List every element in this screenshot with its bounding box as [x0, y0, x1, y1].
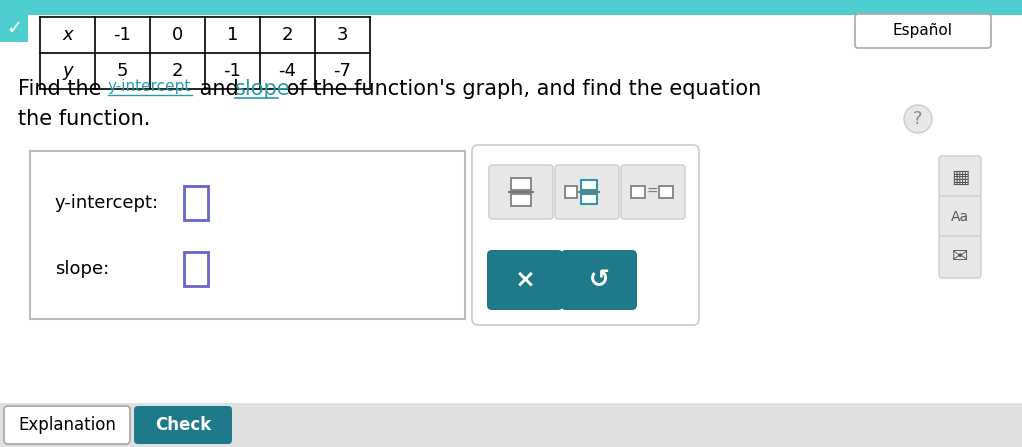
FancyBboxPatch shape: [561, 250, 637, 310]
FancyBboxPatch shape: [184, 186, 208, 220]
FancyBboxPatch shape: [631, 186, 645, 198]
FancyBboxPatch shape: [659, 186, 673, 198]
Text: 2: 2: [172, 62, 183, 80]
Text: Find the: Find the: [18, 79, 108, 99]
Text: Explanation: Explanation: [18, 416, 115, 434]
Text: of the function's graph, and find the equation: of the function's graph, and find the eq…: [280, 79, 761, 99]
FancyBboxPatch shape: [939, 156, 981, 198]
Text: -4: -4: [279, 62, 296, 80]
Text: ↺: ↺: [589, 268, 609, 292]
Text: 3: 3: [337, 26, 349, 44]
Text: x: x: [62, 26, 73, 44]
Text: 0: 0: [172, 26, 183, 44]
Text: the function.: the function.: [18, 109, 150, 129]
Text: 1: 1: [227, 26, 238, 44]
Text: slope: slope: [235, 79, 290, 99]
FancyBboxPatch shape: [134, 406, 232, 444]
Text: ×: ×: [514, 268, 536, 292]
Text: ✉: ✉: [951, 248, 968, 266]
FancyBboxPatch shape: [487, 250, 563, 310]
Text: -1: -1: [224, 62, 241, 80]
Text: y-intercept: y-intercept: [108, 80, 191, 94]
FancyBboxPatch shape: [4, 406, 130, 444]
FancyBboxPatch shape: [472, 145, 699, 325]
FancyBboxPatch shape: [580, 194, 597, 204]
FancyBboxPatch shape: [511, 178, 531, 190]
Text: -1: -1: [113, 26, 132, 44]
FancyBboxPatch shape: [855, 14, 991, 48]
Text: Español: Español: [893, 24, 953, 38]
Text: y-intercept:: y-intercept:: [55, 194, 159, 212]
Circle shape: [904, 105, 932, 133]
FancyBboxPatch shape: [555, 165, 619, 219]
FancyBboxPatch shape: [30, 151, 465, 319]
FancyBboxPatch shape: [0, 14, 28, 42]
Text: Check: Check: [155, 416, 212, 434]
FancyBboxPatch shape: [0, 0, 1022, 15]
FancyBboxPatch shape: [565, 186, 577, 198]
Text: =: =: [646, 185, 658, 199]
Text: Aa: Aa: [950, 210, 969, 224]
FancyBboxPatch shape: [580, 180, 597, 190]
Text: ✓: ✓: [6, 18, 22, 38]
Text: 5: 5: [117, 62, 128, 80]
FancyBboxPatch shape: [184, 252, 208, 286]
Text: slope:: slope:: [55, 260, 109, 278]
FancyBboxPatch shape: [939, 236, 981, 278]
FancyBboxPatch shape: [621, 165, 685, 219]
FancyBboxPatch shape: [0, 403, 1022, 447]
Text: ?: ?: [914, 110, 923, 128]
Text: -7: -7: [333, 62, 352, 80]
Text: y: y: [62, 62, 73, 80]
Text: and: and: [193, 79, 245, 99]
Text: ▦: ▦: [950, 168, 969, 186]
Text: 2: 2: [282, 26, 293, 44]
FancyBboxPatch shape: [939, 196, 981, 238]
FancyBboxPatch shape: [511, 194, 531, 206]
FancyBboxPatch shape: [489, 165, 553, 219]
